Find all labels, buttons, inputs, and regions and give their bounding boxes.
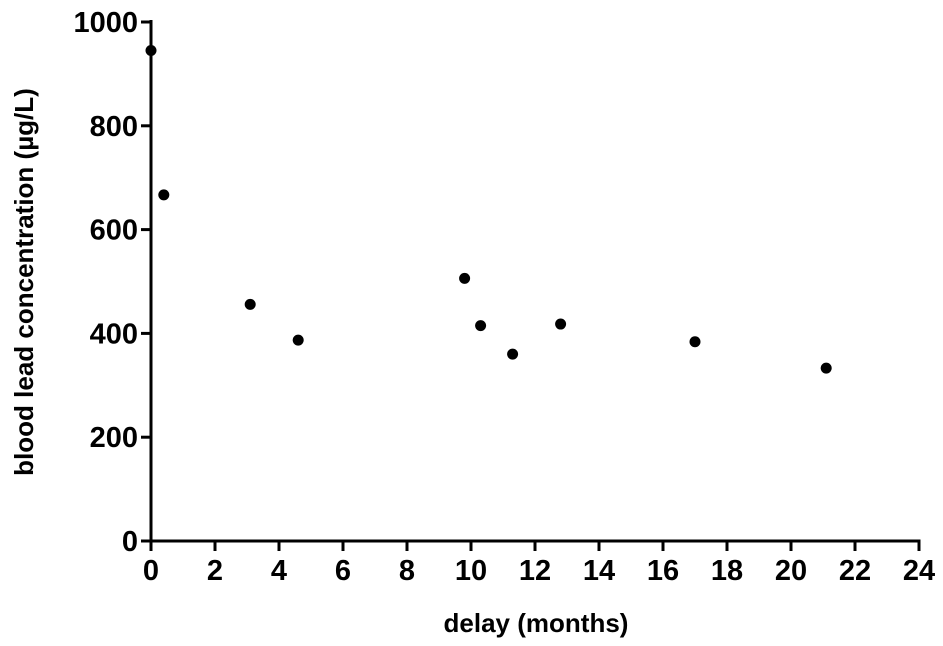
- y-tick-label: 0: [122, 526, 138, 558]
- x-tick-label: 16: [647, 555, 679, 587]
- data-point: [475, 320, 487, 332]
- x-tick-label: 4: [271, 555, 287, 587]
- y-tick-label: 600: [90, 215, 138, 247]
- x-tick-label: 14: [583, 555, 615, 587]
- y-tick-label: 200: [90, 422, 138, 454]
- y-tick-label: 1000: [73, 7, 138, 39]
- points-layer: [145, 45, 832, 374]
- x-tick-label: 24: [903, 555, 935, 587]
- x-tick-label: 20: [775, 555, 807, 587]
- x-tick-label: 10: [455, 555, 487, 587]
- x-tick-label: 2: [207, 555, 223, 587]
- y-tick-label: 400: [90, 318, 138, 350]
- data-point: [158, 189, 170, 201]
- data-point: [244, 298, 256, 310]
- x-axis-title: delay (months): [444, 608, 629, 638]
- x-tick-label: 0: [143, 555, 159, 587]
- data-point: [820, 362, 832, 374]
- data-point: [507, 348, 519, 360]
- x-tick-label: 22: [839, 555, 871, 587]
- data-point: [555, 318, 567, 330]
- x-tick-label: 18: [711, 555, 743, 587]
- y-axis-title: blood lead concentration (µg/L): [9, 88, 39, 476]
- x-tick-label: 12: [519, 555, 551, 587]
- y-tick-label: 800: [90, 111, 138, 143]
- data-point: [459, 272, 471, 284]
- data-point: [689, 336, 701, 348]
- data-point: [145, 45, 157, 57]
- data-point: [292, 334, 304, 346]
- x-tick-label: 6: [335, 555, 351, 587]
- x-tick-label: 8: [399, 555, 415, 587]
